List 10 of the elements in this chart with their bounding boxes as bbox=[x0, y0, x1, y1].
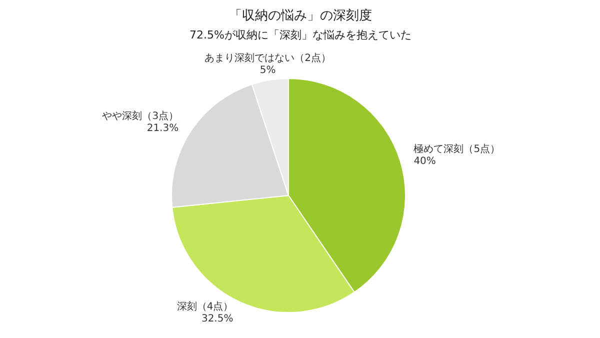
data-label: 32.5% bbox=[201, 313, 234, 324]
chart-title: 「収納の悩み」の深刻度 bbox=[229, 8, 372, 24]
slice-label: 深刻（4点） bbox=[176, 300, 234, 312]
slice-label: 極めて深刻（5点） bbox=[414, 142, 500, 155]
data-label: 40% bbox=[414, 156, 436, 167]
slice-label: やや深刻（3点） bbox=[102, 110, 179, 122]
data-label: 21.3% bbox=[146, 123, 179, 134]
chart-subtitle: 72.5%が収納に「深刻」な悩みを抱えていた bbox=[190, 28, 412, 42]
slice-label: あまり深刻ではない（2点） bbox=[204, 52, 331, 64]
data-label: 5% bbox=[260, 65, 276, 76]
